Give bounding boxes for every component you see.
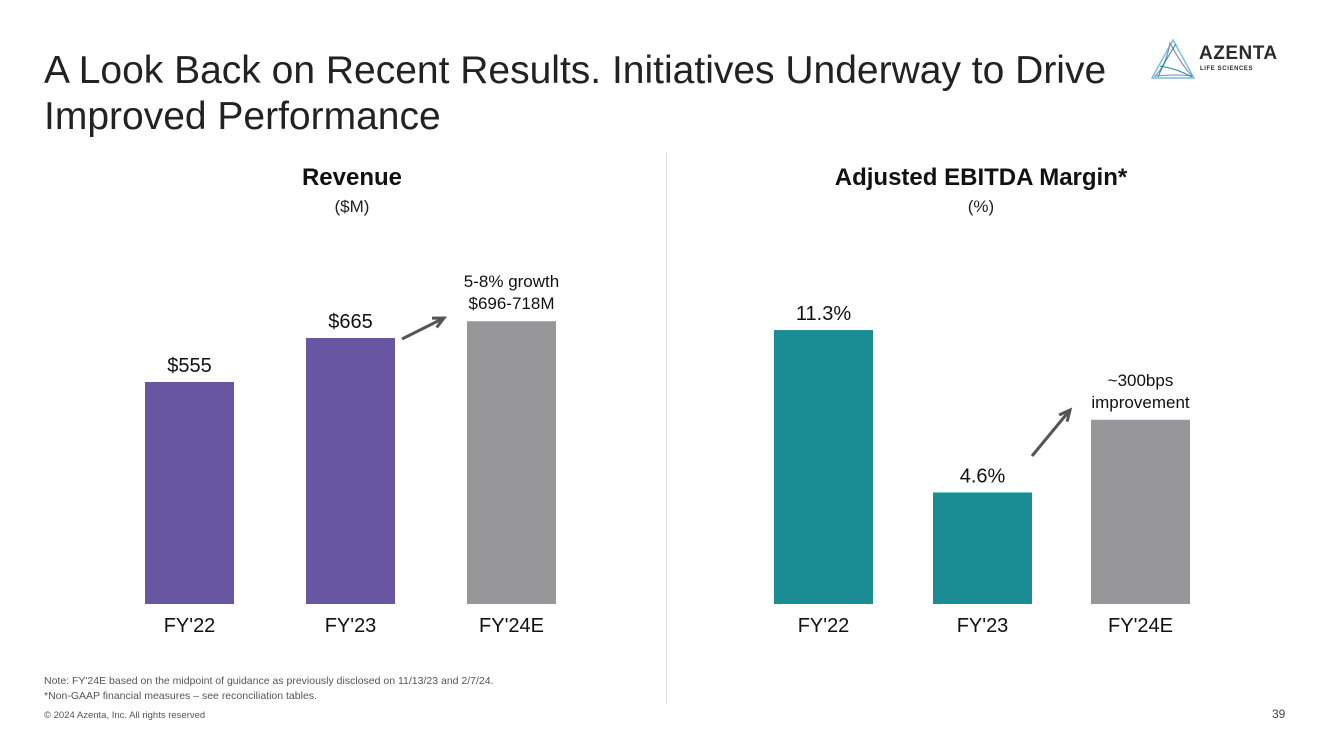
page-number: 39 — [1272, 707, 1286, 721]
ebitda-margin-annotation-text: improvement — [1091, 393, 1190, 412]
ebitda-margin-bar — [1091, 419, 1190, 604]
ebitda-margin-chart-plot: FY'22 11.3% FY'23 4.6% FY'24E ~300bps improvem… — [774, 303, 1190, 637]
footnote-non-gaap: *Non-GAAP financial measures – see recon… — [44, 690, 317, 702]
revenue-chart: FY'22 $555 FY'23 $665 FY'24E 5-8% growth $696-… — [72, 160, 632, 650]
slide-title: A Look Back on Recent Results. Initiativ… — [44, 49, 1107, 138]
copyright: © 2024 Azenta, Inc. All rights reserved — [44, 710, 206, 721]
revenue-annotation-arrowhead — [431, 316, 448, 329]
ebitda-margin-chart-title: Adjusted EBITDA Margin* — [834, 164, 1128, 191]
revenue-chart-unit: ($M) — [334, 197, 370, 216]
ebitda-margin-tick-label: FY'24E — [1108, 615, 1173, 637]
ebitda-margin-chart: FY'22 11.3% FY'23 4.6% FY'24E ~300bps improvem… — [701, 160, 1261, 650]
footnote-guidance: Note: FY'24E based on the midpoint of gu… — [44, 675, 494, 687]
revenue-annotation-text: $696-718M — [468, 294, 554, 313]
ebitda-margin-tick-label: FY'22 — [798, 615, 850, 637]
revenue-bar — [306, 338, 395, 604]
revenue-data-label: $555 — [167, 355, 212, 377]
logo-triangle-icon — [1150, 38, 1196, 79]
ebitda-margin-tick-label: FY'23 — [957, 615, 1009, 637]
revenue-annotation-text: 5-8% growth — [464, 272, 559, 291]
ebitda-margin-data-label: 11.3% — [796, 303, 851, 325]
revenue-tick-label: FY'22 — [164, 615, 216, 637]
ebitda-margin-chart-unit: (%) — [967, 197, 995, 216]
revenue-chart-plot: FY'22 $555 FY'23 $665 FY'24E 5-8% growth $696-… — [145, 272, 559, 637]
ebitda-margin-data-label: 4.6% — [960, 465, 1006, 487]
logo-subtitle: LIFE SCIENCES — [1200, 66, 1254, 72]
revenue-data-label: $665 — [328, 311, 373, 333]
panel-divider — [666, 152, 667, 704]
ebitda-margin-bar — [774, 330, 873, 604]
ebitda-margin-annotation-arrowhead — [1058, 407, 1073, 423]
logo-wordmark: AZENTA — [1199, 43, 1278, 64]
company-logo: AZENTA LIFE SCIENCES — [1148, 36, 1298, 86]
ebitda-margin-annotation-text: ~300bps — [1108, 371, 1174, 390]
revenue-chart-title: Revenue — [301, 164, 403, 191]
revenue-bar — [145, 382, 234, 604]
revenue-tick-label: FY'23 — [325, 615, 377, 637]
ebitda-margin-annotation-arrow — [1030, 409, 1072, 457]
ebitda-margin-bar — [933, 492, 1032, 604]
revenue-bar — [467, 321, 556, 604]
revenue-annotation-arrow — [401, 316, 445, 341]
revenue-tick-label: FY'24E — [479, 615, 544, 637]
